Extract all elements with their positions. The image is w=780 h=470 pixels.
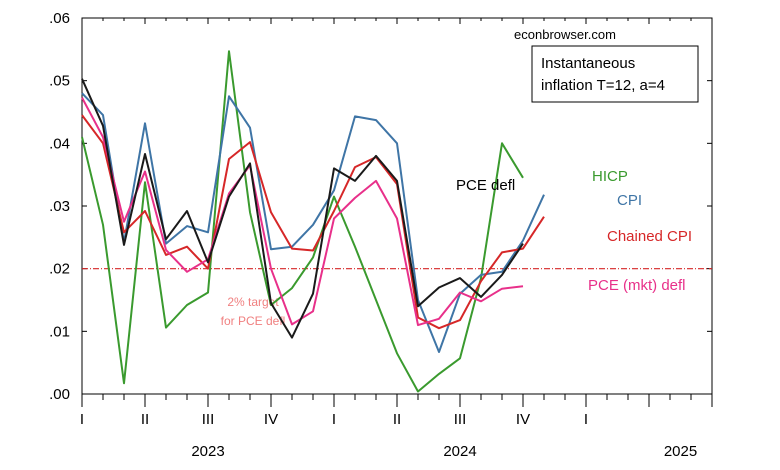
series-label-pce-defl: PCE defl — [456, 177, 515, 194]
y-tick-label: .00 — [49, 386, 70, 403]
series-label-hicp: HICP — [592, 168, 628, 185]
y-tick-label: .01 — [49, 323, 70, 340]
source-label: econbrowser.com — [514, 27, 616, 42]
x-quarter-label: II — [393, 411, 401, 428]
series-line-pce-defl — [81, 78, 524, 339]
y-tick-label: .06 — [49, 10, 70, 27]
x-quarter-label: III — [454, 411, 467, 428]
target-line-group: 2% target for PCE defl — [82, 268, 712, 328]
x-quarter-label: I — [584, 411, 588, 428]
y-tick-label: .03 — [49, 198, 70, 215]
x-quarter-label: II — [141, 411, 149, 428]
series-label-pce-mkt-defl: PCE (mkt) defl — [588, 277, 686, 294]
legend-box — [531, 45, 699, 103]
x-quarter-label: IV — [264, 411, 278, 428]
legend-box-line-2: inflation T=12, a=4 — [541, 77, 665, 94]
y-tick-label: .02 — [49, 261, 70, 278]
x-quarter-label: I — [80, 411, 84, 428]
x-year-label: 2023 — [191, 443, 224, 460]
x-year-label: 2024 — [443, 443, 476, 460]
series-group: HICP CPI Chained CPI PCE defl PCE (mkt) defl — [81, 50, 692, 393]
series-label-chained-cpi: Chained CPI — [607, 228, 692, 245]
series-line-cpi — [81, 92, 545, 353]
x-quarter-label: IV — [516, 411, 530, 428]
target-label-line-1: 2% target — [227, 295, 279, 309]
x-year-label: 2025 — [664, 443, 697, 460]
series-label-cpi: CPI — [617, 192, 642, 209]
series-line-chained-cpi — [81, 114, 545, 330]
legend-box-line-1: Instantaneous — [541, 55, 635, 72]
annotations: econbrowser.com Instantaneous inflation … — [514, 27, 699, 103]
series-line-hicp — [81, 50, 524, 393]
x-quarter-label: I — [332, 411, 336, 428]
target-label-line-2: for PCE defl — [221, 314, 286, 328]
y-tick-label: .04 — [49, 135, 70, 152]
y-tick-label: .05 — [49, 73, 70, 90]
x-quarter-label: III — [202, 411, 215, 428]
